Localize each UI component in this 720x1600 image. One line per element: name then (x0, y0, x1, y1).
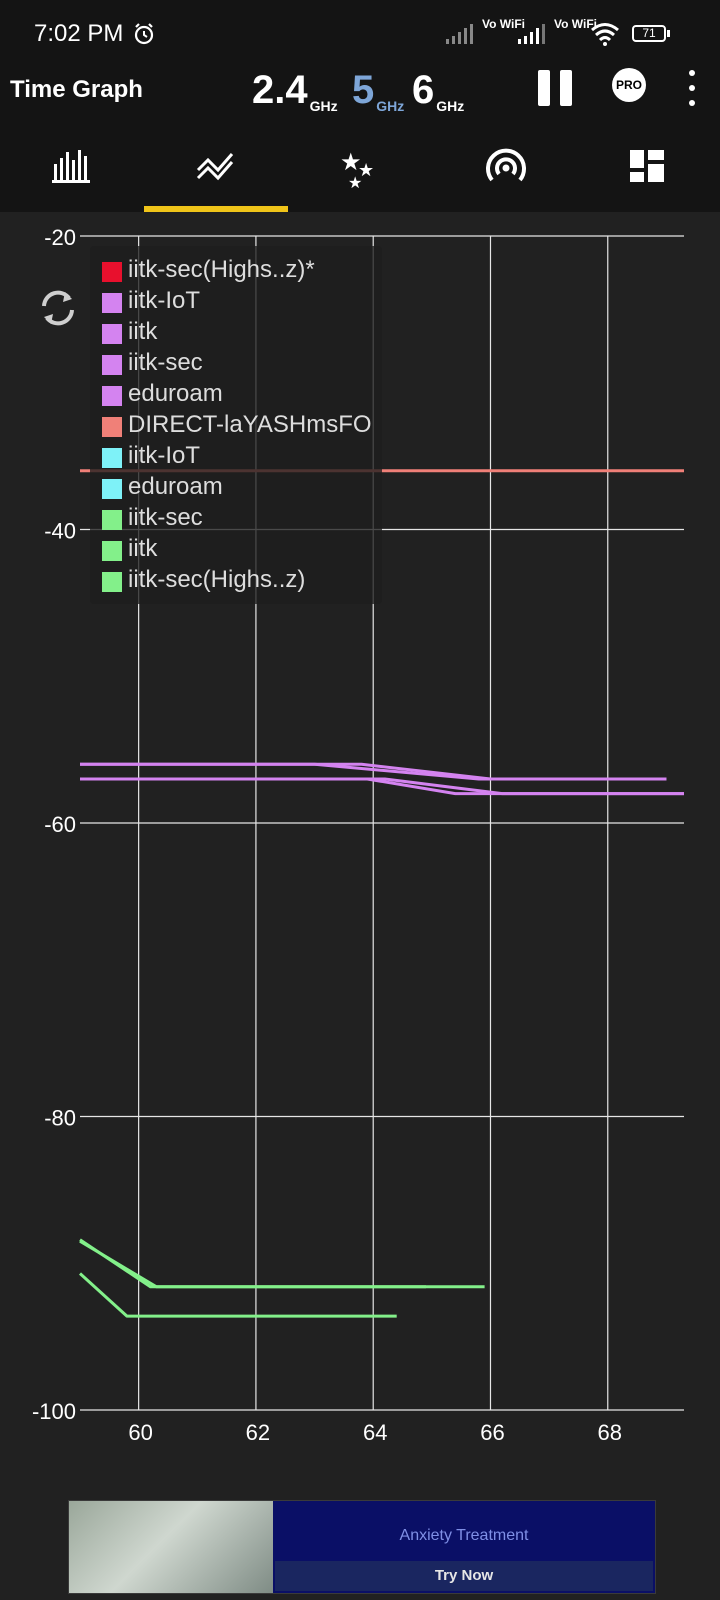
legend-swatch (102, 293, 122, 313)
band-6-toggle[interactable]: 6 GHz (412, 68, 465, 114)
more-options-button[interactable] (688, 70, 696, 106)
svg-text:★: ★ (340, 148, 362, 176)
legend-swatch (102, 324, 122, 344)
legend-label: iitk-sec(Highs..z) (128, 566, 306, 593)
series-line (79, 1238, 485, 1289)
legend-label: iitk-sec (128, 504, 203, 531)
legend-swatch (102, 479, 122, 499)
legend-label: iitk (128, 535, 158, 562)
more-vert-icon (689, 100, 695, 106)
signal-icon (518, 24, 545, 44)
x-tick-label: 68 (598, 1420, 622, 1445)
legend-label: eduroam (128, 473, 223, 500)
x-tick-label: 60 (128, 1420, 152, 1445)
tab-channel-graph[interactable] (0, 142, 144, 212)
series-line (80, 777, 684, 796)
time-graph-icon (196, 153, 234, 181)
y-tick-label: -80 (44, 1106, 76, 1131)
ghz-label: GHz (376, 98, 405, 114)
x-tick-label: 66 (480, 1420, 504, 1445)
chart-legend: iitk-sec(Highs..z)* iitk-IoT iitk iitk-sec e… (90, 246, 382, 604)
legend-label: iitk-sec (128, 349, 203, 376)
band-5-label: 5 (352, 68, 375, 112)
battery-icon: 71 (632, 25, 666, 42)
try-now-button[interactable]: Try Now (434, 1567, 494, 1584)
band-2-4-label: 2.4 (252, 68, 308, 112)
wifi-icon (591, 23, 619, 46)
pro-badge[interactable]: PRO (612, 68, 646, 102)
y-tick-label: -40 (44, 519, 76, 544)
pause-icon (538, 70, 550, 106)
legend-label: iitk-IoT (128, 442, 200, 469)
page-title: Time Graph (10, 76, 143, 103)
vowifi-label: Vo WiFi (482, 17, 525, 31)
legend-swatch (102, 541, 122, 561)
signal-icon (446, 24, 473, 44)
legend-swatch (102, 386, 122, 406)
ad-image (69, 1501, 273, 1593)
dashboard-icon (630, 150, 664, 182)
legend-label: iitk (128, 318, 158, 345)
band-5-toggle[interactable]: 5 GHz (352, 68, 405, 114)
rating-stars-icon: ★ ★ ★ (340, 148, 374, 188)
svg-text:★: ★ (348, 173, 362, 188)
legend-label: DIRECT-laYASHmsFO (128, 411, 372, 438)
legend-swatch (102, 510, 122, 530)
ad-banner[interactable]: Anxiety Treatment Try Now (68, 1500, 656, 1594)
tab-dashboard[interactable] (576, 142, 720, 212)
legend-swatch (102, 262, 122, 282)
x-tick-label: 64 (363, 1420, 387, 1445)
pause-icon (560, 70, 572, 106)
app-bar: Time Graph 2.4 GHz 5 GHz 6 GHz PRO ★ (0, 62, 720, 212)
more-vert-icon (689, 70, 695, 76)
y-tick-label: -60 (44, 812, 76, 837)
legend-swatch (102, 448, 122, 468)
access-point-icon (486, 148, 526, 182)
ghz-label: GHz (309, 98, 338, 114)
legend-swatch (102, 417, 122, 437)
refresh-icon[interactable] (36, 286, 80, 330)
ghz-label: GHz (436, 98, 465, 114)
tab-channel-rating[interactable]: ★ ★ ★ (288, 142, 432, 212)
tab-access-points[interactable] (432, 142, 576, 212)
legend-swatch (102, 572, 122, 592)
vowifi-label: Vo WiFi (554, 17, 597, 31)
bar-chart-icon (52, 150, 90, 183)
tab-selected-indicator (144, 206, 288, 212)
legend-swatch (102, 355, 122, 375)
svg-text:★: ★ (358, 160, 374, 181)
ad-title: Anxiety Treatment (399, 1527, 529, 1544)
y-tick-label: -100 (32, 1399, 76, 1424)
series-line (79, 1239, 426, 1289)
status-bar: 7:02 PM Vo WiFi Vo WiFi 71 (0, 0, 720, 62)
legend-label: eduroam (128, 380, 223, 407)
x-tick-label: 62 (246, 1420, 270, 1445)
ad-cta-bar[interactable]: Try Now (275, 1561, 653, 1591)
series-line (80, 762, 667, 781)
legend-label: iitk-IoT (128, 287, 200, 314)
y-tick-label: -20 (44, 225, 76, 250)
series-line (78, 1272, 397, 1318)
tab-time-graph[interactable] (144, 142, 288, 212)
band-6-label: 6 (412, 68, 435, 112)
band-2-4-toggle[interactable]: 2.4 GHz (252, 68, 338, 114)
alarm-icon (134, 23, 154, 45)
status-time: 7:02 PM (34, 20, 124, 47)
legend-label: iitk-sec(Highs..z)* (128, 256, 315, 283)
battery-level: 71 (642, 26, 656, 40)
more-vert-icon (689, 85, 695, 91)
pause-button[interactable] (538, 70, 574, 106)
battery-cap (667, 30, 670, 37)
